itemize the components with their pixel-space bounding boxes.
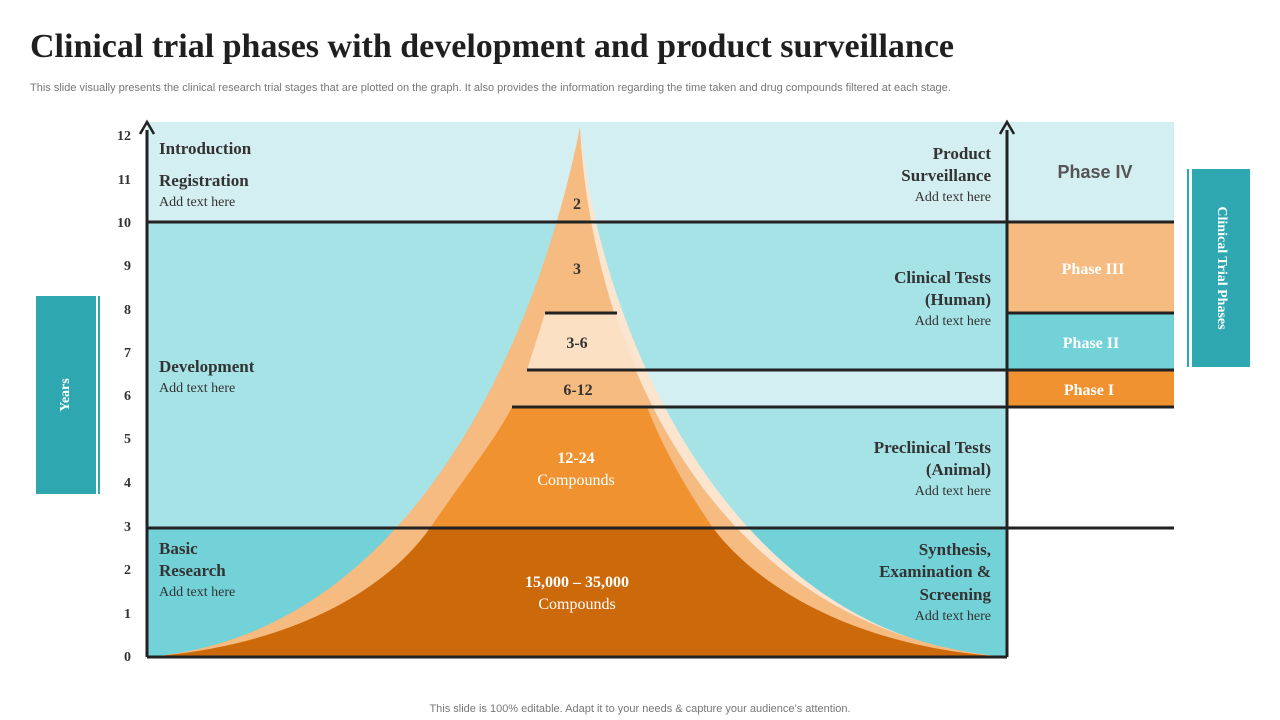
phase-ii-box bbox=[1007, 313, 1174, 370]
stage-development-text: Add text here bbox=[159, 381, 235, 396]
phase-i-row-band bbox=[600, 371, 1007, 406]
stage-preclinical-tests-line2: (Animal) bbox=[926, 460, 991, 479]
funnel-unit-preclinical: Compounds bbox=[537, 472, 614, 489]
phase-iii-box bbox=[1007, 222, 1174, 312]
funnel-value-phase-ii: 3-6 bbox=[566, 335, 587, 352]
tick-7: 7 bbox=[124, 346, 131, 361]
stage-product-surveillance-text: Add text here bbox=[915, 190, 991, 205]
years-tab-edge bbox=[98, 296, 100, 494]
phase-i-label: Phase I bbox=[1064, 382, 1114, 399]
funnel-body bbox=[147, 127, 1007, 657]
funnel-section-preclinical bbox=[430, 407, 713, 528]
right-axis-arrow-icon bbox=[998, 119, 1016, 135]
stage-basic-research-title-2: Research bbox=[159, 561, 226, 580]
funnel-value-phase-iii: 3 bbox=[573, 261, 581, 278]
funnel-unit-basic-research: Compounds bbox=[538, 596, 615, 613]
tick-4: 4 bbox=[124, 476, 131, 491]
stage-registration-text: Add text here bbox=[159, 195, 235, 210]
footer-note: This slide is 100% editable. Adapt it to… bbox=[429, 703, 851, 715]
left-axis-arrow-icon bbox=[138, 119, 156, 135]
page-subtitle: This slide visually presents the clinica… bbox=[30, 82, 951, 94]
phases-tab-edge bbox=[1187, 169, 1189, 367]
tick-11: 11 bbox=[118, 173, 131, 188]
tick-6: 6 bbox=[124, 389, 131, 404]
stage-synthesis-line2: Examination & bbox=[879, 562, 991, 581]
stage-clinical-tests-text: Add text here bbox=[915, 314, 991, 329]
funnel-section-basic-research bbox=[147, 528, 1007, 657]
stage-product-surveillance-line1: Product bbox=[933, 144, 992, 163]
stage-synthesis-line1: Synthesis, bbox=[919, 540, 991, 559]
funnel-section-phase-ii bbox=[527, 313, 637, 370]
phase-iv-label: Phase IV bbox=[1057, 162, 1132, 182]
stage-synthesis-text: Add text here bbox=[915, 609, 991, 624]
tick-10: 10 bbox=[117, 216, 131, 231]
tick-9: 9 bbox=[124, 259, 131, 274]
stage-preclinical-tests-line1: Preclinical Tests bbox=[874, 438, 992, 457]
funnel-value-phase-i: 6-12 bbox=[563, 382, 592, 399]
tick-1: 1 bbox=[124, 607, 131, 622]
stage-product-surveillance-line2: Surveillance bbox=[901, 166, 991, 185]
phase-ii-label: Phase II bbox=[1063, 335, 1119, 352]
stage-synthesis-line3: Screening bbox=[920, 585, 992, 604]
funnel-value-preclinical: 12-24 bbox=[557, 450, 594, 467]
stage-introduction-title: Introduction bbox=[159, 139, 252, 158]
stage-registration-title: Registration bbox=[159, 171, 249, 190]
stage-clinical-tests-line1: Clinical Tests bbox=[894, 268, 991, 287]
stage-basic-research-title: Basic bbox=[159, 539, 198, 558]
tick-0: 0 bbox=[124, 650, 131, 665]
years-tab: Years bbox=[36, 296, 100, 494]
funnel-value-phase-iv: 2 bbox=[573, 196, 581, 213]
tick-2: 2 bbox=[124, 563, 131, 578]
phase-iii-label: Phase III bbox=[1062, 261, 1125, 278]
phase-i-box bbox=[1007, 371, 1174, 406]
stage-preclinical-tests-text: Add text here bbox=[915, 484, 991, 499]
band-introduction-registration bbox=[147, 122, 1174, 222]
clinical-trial-phases-tab: Clinical Trial Phases bbox=[1187, 169, 1250, 367]
tick-8: 8 bbox=[124, 303, 131, 318]
stage-development-title: Development bbox=[159, 357, 255, 376]
page-title: Clinical trial phases with development a… bbox=[30, 28, 955, 65]
tick-5: 5 bbox=[124, 432, 131, 447]
y-axis-ticks: 0 1 2 3 4 5 6 7 8 9 10 11 12 bbox=[117, 129, 131, 665]
stage-clinical-tests-line2: (Human) bbox=[925, 290, 991, 309]
tick-12: 12 bbox=[117, 129, 131, 144]
stage-basic-research-text: Add text here bbox=[159, 585, 235, 600]
tick-3: 3 bbox=[124, 520, 131, 535]
funnel-value-basic-research: 15,000 – 35,000 bbox=[525, 574, 629, 591]
